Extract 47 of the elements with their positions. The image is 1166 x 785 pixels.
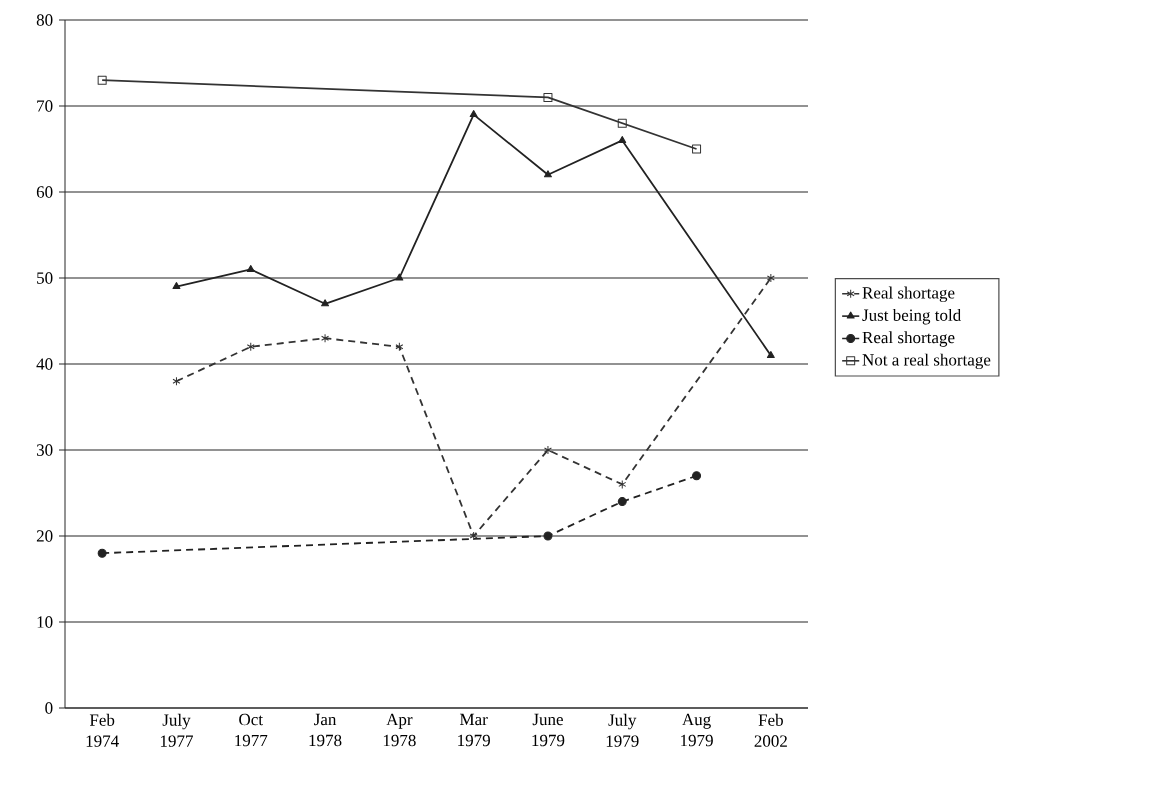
y-tick-label: 10 <box>37 616 53 628</box>
point <box>246 264 255 272</box>
point <box>766 350 775 358</box>
y-tick-label: 80 <box>36 14 53 26</box>
point <box>543 170 552 178</box>
y-tick-label: 40 <box>36 358 53 370</box>
legend-label: Real shortage <box>862 286 955 303</box>
x-tick-label: Mar 1979 <box>458 713 490 747</box>
point <box>543 445 552 455</box>
point <box>617 497 627 507</box>
x-tick-label: Feb 2002 <box>754 713 787 747</box>
point <box>692 144 702 154</box>
point <box>469 110 478 118</box>
point <box>766 273 775 283</box>
y-tick-label: 60 <box>36 186 53 198</box>
x-tick-label: Feb 1974 <box>86 713 119 747</box>
x-tick-label: Jan 1978 <box>309 713 342 747</box>
point <box>543 92 553 102</box>
point <box>692 471 702 481</box>
x-tick-label: July 1977 <box>160 713 193 747</box>
point <box>618 135 627 143</box>
legend-label: Not a real shortage <box>862 353 991 370</box>
point <box>321 299 330 307</box>
point <box>172 282 181 290</box>
point <box>543 531 553 541</box>
y-tick-label: 20 <box>36 530 53 542</box>
y-tick-label: 70 <box>37 100 53 112</box>
point <box>395 273 404 281</box>
point <box>172 376 181 386</box>
x-tick-label: Oct 1977 <box>235 713 268 747</box>
y-tick-label: 30 <box>36 444 53 456</box>
point <box>395 342 404 352</box>
point <box>469 531 478 541</box>
point <box>97 75 107 85</box>
point <box>246 342 255 352</box>
y-tick-label: 50 <box>37 272 53 284</box>
x-tick-label: July 1979 <box>606 713 639 747</box>
point <box>321 333 330 343</box>
x-tick-label: June 1979 <box>532 713 565 747</box>
point <box>617 118 627 128</box>
x-tick-label: Aug 1979 <box>681 713 713 747</box>
legend-label: Real shortage <box>862 331 955 347</box>
point <box>618 479 627 489</box>
legend-label: Just being told <box>862 308 961 325</box>
y-tick-label: 0 <box>45 702 53 714</box>
point <box>97 548 107 558</box>
x-tick-label: Apr 1978 <box>383 713 416 747</box>
